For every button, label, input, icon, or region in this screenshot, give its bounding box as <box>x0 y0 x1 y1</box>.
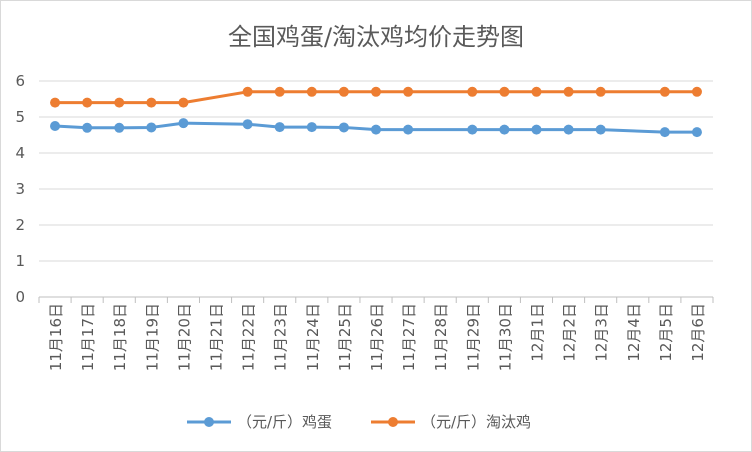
data-point <box>403 86 414 97</box>
x-tick-label: 11月19日 <box>143 303 161 371</box>
data-point <box>242 119 253 130</box>
series-lines <box>50 86 702 138</box>
x-tick-label: 11月17日 <box>79 303 97 371</box>
data-point <box>50 121 61 131</box>
x-tick-label: 11月22日 <box>240 303 258 371</box>
y-tick-label: 2 <box>15 216 25 234</box>
data-point <box>178 118 189 129</box>
legend-label: （元/斤）鸡蛋 <box>237 413 332 431</box>
y-tick-label: 3 <box>15 180 25 198</box>
data-point <box>659 86 670 97</box>
data-point <box>306 86 317 97</box>
data-point <box>114 97 125 108</box>
y-tick-label: 4 <box>15 144 25 162</box>
x-tick-label: 12月3日 <box>593 303 611 362</box>
x-tick-label: 11月16日 <box>47 303 65 371</box>
data-point <box>50 97 61 108</box>
data-point <box>563 124 574 135</box>
x-tick-label: 12月2日 <box>561 303 579 362</box>
data-point <box>499 86 510 97</box>
x-tick-label: 11月27日 <box>400 303 418 371</box>
data-point <box>306 122 317 133</box>
data-point <box>274 86 285 97</box>
x-tick-label: 11月18日 <box>111 303 129 371</box>
data-point <box>659 127 670 138</box>
x-tick-label: 12月4日 <box>625 303 643 362</box>
data-point <box>338 86 349 97</box>
y-tick-label: 1 <box>15 252 25 270</box>
x-tick-label: 11月21日 <box>208 303 226 371</box>
x-tick-label: 11月26日 <box>368 303 386 371</box>
x-tick-label: 12月1日 <box>528 303 546 362</box>
data-point <box>242 86 253 97</box>
legend-label: （元/斤）淘汰鸡 <box>421 413 531 431</box>
data-point <box>563 86 574 97</box>
data-point <box>146 97 157 108</box>
x-tick-label: 12月5日 <box>657 303 675 362</box>
data-point <box>531 86 542 97</box>
data-point <box>146 122 157 133</box>
x-tick-label: 11月23日 <box>272 303 290 371</box>
data-point <box>338 122 349 133</box>
x-tick-label: 11月30日 <box>496 303 514 371</box>
series-line <box>55 90 697 105</box>
chart-title: 全国鸡蛋/淘汰鸡均价走势图 <box>228 23 524 51</box>
data-point <box>691 86 702 97</box>
legend: （元/斤）鸡蛋 （元/斤）淘汰鸡 <box>187 413 531 431</box>
data-point <box>82 122 93 133</box>
x-tick-label: 11月25日 <box>336 303 354 371</box>
data-point <box>691 127 702 138</box>
data-point <box>595 124 606 135</box>
x-tick-label: 11月20日 <box>175 303 193 371</box>
data-point <box>82 97 93 108</box>
axes: 0 1 2 3 4 5 6 11月16日 11月17日 11月18日 11月19日 11月20日 11月… <box>15 72 714 371</box>
data-point <box>371 124 381 135</box>
x-tick-label: 11月24日 <box>304 303 322 371</box>
y-tick-label: 5 <box>15 108 25 126</box>
y-tick-label: 6 <box>15 72 25 90</box>
data-point <box>467 124 478 135</box>
data-point <box>371 86 381 97</box>
x-tick-label: 11月29日 <box>464 303 482 371</box>
data-point <box>467 86 478 97</box>
y-tick-label: 0 <box>15 288 25 306</box>
data-point <box>178 97 189 108</box>
data-point <box>114 122 125 133</box>
data-point <box>499 124 510 135</box>
gridlines <box>39 80 713 298</box>
data-point <box>595 86 606 97</box>
x-tick-label: 12月6日 <box>689 303 707 362</box>
series-line <box>54 121 697 134</box>
data-point <box>403 124 414 135</box>
data-point <box>274 122 285 133</box>
x-tick-label: 11月28日 <box>432 303 450 371</box>
legend-marker <box>388 417 398 427</box>
data-point <box>531 124 542 135</box>
legend-marker <box>204 417 214 427</box>
